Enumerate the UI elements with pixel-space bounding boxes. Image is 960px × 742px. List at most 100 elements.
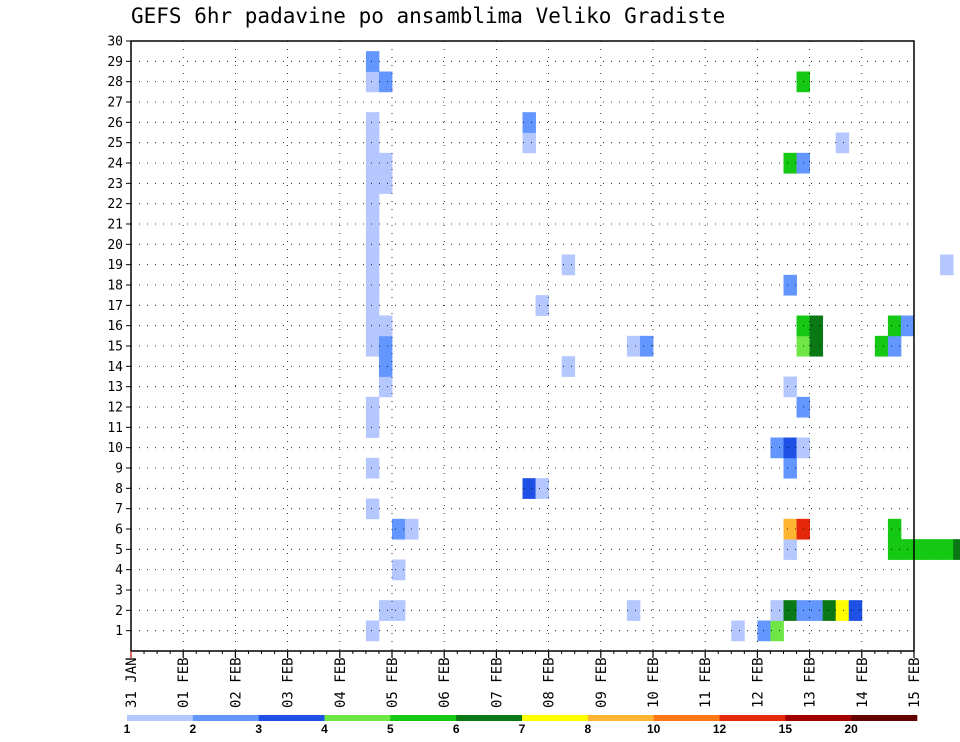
precip-cell: [522, 112, 536, 133]
precip-cell: [365, 620, 380, 642]
precip-cell: [365, 254, 380, 276]
precip-cell: [953, 539, 960, 560]
precip-cell: [365, 396, 380, 418]
legend-label: 5: [387, 722, 394, 736]
precip-cell: [365, 335, 380, 357]
precip-cell: [392, 559, 406, 581]
legend-label: 4: [321, 722, 328, 736]
legend-label: 3: [255, 722, 262, 736]
precip-cell: [770, 600, 784, 621]
y-tick-label: 2: [115, 604, 123, 619]
precip-cell: [365, 71, 380, 93]
y-tick-label: 6: [115, 523, 123, 538]
x-tick-label: 08 FEB: [542, 657, 558, 708]
precip-cell: [392, 518, 406, 540]
y-tick-label: 11: [107, 421, 123, 436]
precip-cell: [378, 335, 393, 357]
x-tick-label: 09 FEB: [594, 657, 610, 708]
precip-cell: [783, 376, 797, 398]
precip-cell: [770, 437, 784, 459]
precip-cell: [378, 315, 393, 337]
precip-cell: [365, 498, 380, 520]
precip-cell: [639, 335, 654, 357]
precip-cell: [757, 620, 771, 642]
grid-layer: [131, 40, 914, 651]
y-tick-label: 29: [107, 55, 123, 70]
y-tick-label: 22: [107, 197, 123, 212]
y-tick-label: 17: [107, 299, 123, 314]
x-tick-label: 02 FEB: [228, 657, 244, 708]
x-tick-label: 05 FEB: [385, 657, 401, 708]
precip-cell: [392, 600, 406, 621]
precip-cell: [626, 335, 641, 357]
y-tick-label: 23: [107, 177, 123, 192]
legend-swatch: [192, 715, 259, 721]
precip-cell: [365, 315, 380, 337]
y-tick-label: 27: [107, 96, 123, 111]
x-tick-label: 13 FEB: [803, 657, 819, 708]
precip-cell: [783, 152, 797, 174]
precip-cell: [365, 152, 380, 174]
precip-cell: [378, 356, 393, 377]
legend-swatch: [324, 715, 391, 721]
precip-cell: [783, 600, 797, 621]
precip-cell: [809, 315, 824, 337]
y-tick-label: 9: [115, 462, 123, 477]
legend-label: 1: [124, 722, 131, 736]
legend-label: 20: [844, 722, 858, 736]
y-tick-label: 10: [107, 441, 123, 456]
x-tick-label: 01 FEB: [176, 657, 192, 708]
y-tick-label: 25: [107, 136, 123, 151]
precip-cell: [940, 254, 954, 276]
precip-cell: [783, 457, 797, 479]
y-tick-label: 3: [115, 584, 123, 599]
precip-cell: [940, 539, 954, 560]
precip-cell: [783, 274, 797, 296]
legend-swatch: [258, 715, 325, 721]
x-tick-label: 15 FEB: [907, 657, 923, 708]
precip-cell: [887, 335, 902, 357]
legend-label: 12: [713, 722, 727, 736]
precip-cell: [770, 620, 784, 642]
precip-cell: [365, 112, 380, 133]
y-tick-label: 19: [107, 258, 123, 273]
precip-cell: [927, 539, 941, 560]
precip-cell: [848, 600, 863, 621]
y-tick-label: 21: [107, 218, 123, 233]
precip-cell: [783, 518, 797, 540]
x-tick-label: 10 FEB: [646, 657, 662, 708]
y-tick-label: 28: [107, 75, 123, 90]
legend-swatch: [785, 715, 852, 721]
precip-cell: [378, 71, 393, 93]
precip-cell: [365, 51, 380, 72]
precip-cell: [535, 478, 549, 499]
cells-layer: [365, 51, 960, 642]
y-tick-label: 30: [107, 35, 123, 50]
precip-cell: [874, 335, 889, 357]
precip-cell: [522, 478, 536, 499]
x-tick-label: 12 FEB: [750, 657, 766, 708]
legend-label: 15: [779, 722, 793, 736]
chart-title: GEFS 6hr padavine po ansamblima Veliko G…: [131, 4, 726, 28]
y-tick-label: 8: [115, 482, 123, 497]
x-tick-label: 14 FEB: [855, 657, 871, 708]
precip-cell: [378, 152, 393, 174]
y-tick-label: 18: [107, 279, 123, 294]
y-tick-label: 7: [115, 502, 123, 517]
x-tick-label: 04 FEB: [333, 657, 349, 708]
precip-cell: [378, 600, 393, 621]
precip-cell: [809, 335, 824, 357]
legend-swatch: [587, 715, 654, 721]
ticks-layer: 1234567891011121314151617181920212223242…: [107, 35, 923, 709]
precip-cell: [887, 315, 902, 337]
precip-cell: [365, 193, 380, 215]
precip-cell: [365, 213, 380, 235]
precip-cell: [378, 376, 393, 398]
y-tick-label: 4: [115, 563, 123, 578]
x-tick-label: 06 FEB: [437, 657, 453, 708]
precip-cell: [822, 600, 837, 621]
y-tick-label: 5: [115, 543, 123, 558]
y-tick-label: 24: [107, 157, 123, 172]
y-tick-label: 15: [107, 340, 123, 355]
